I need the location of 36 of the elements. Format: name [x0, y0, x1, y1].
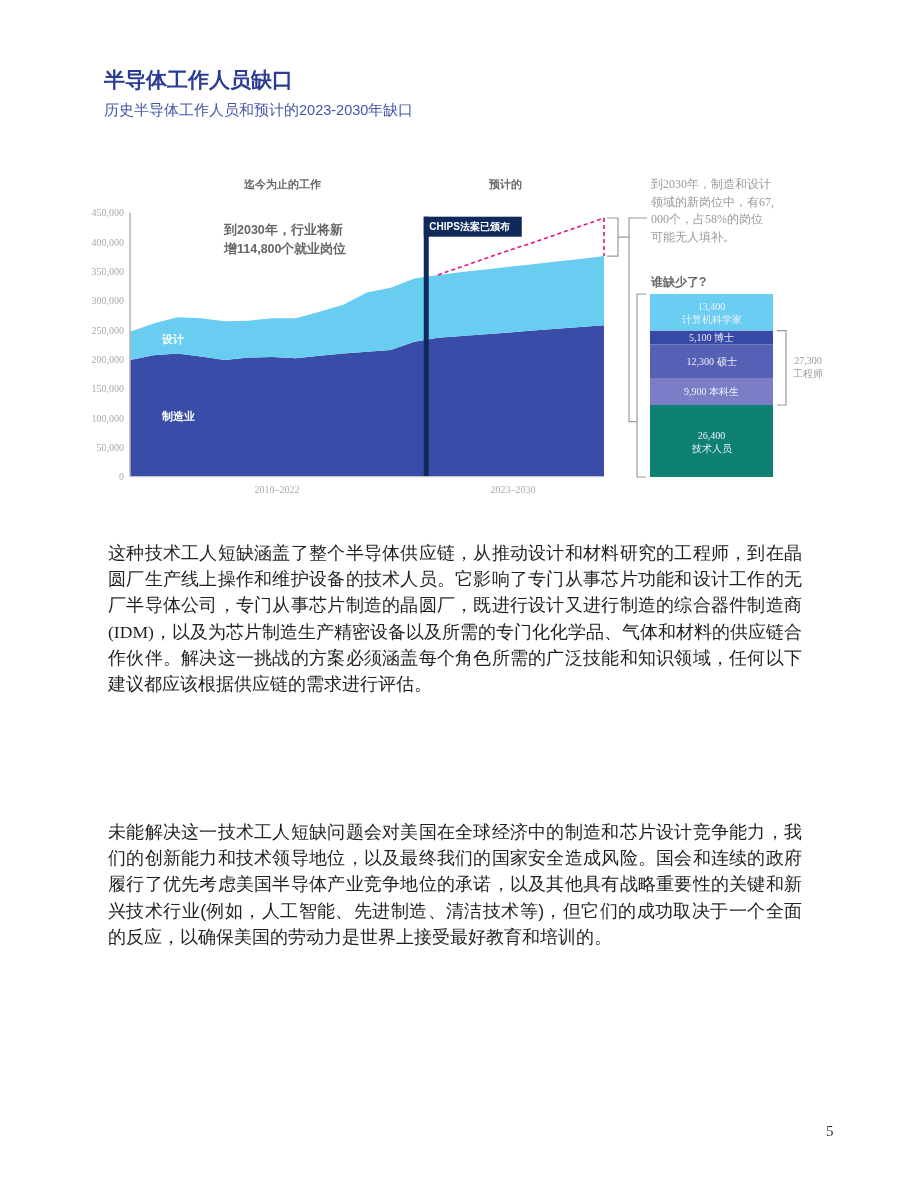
- text: 2023–2030: [489, 484, 537, 495]
- data-label: 26,400: [697, 429, 726, 441]
- bar: [650, 294, 773, 331]
- series-label: 制造业: [161, 409, 195, 422]
- chart-subtitle: 历史半导体工作人员和预计的2023-2030年缺口: [104, 101, 414, 120]
- data-label: 13,400: [697, 300, 726, 312]
- text: 预计的: [487, 177, 523, 192]
- text: 5: [826, 1123, 835, 1140]
- chart-title: 谁缺少了?: [651, 274, 707, 291]
- y-tick-label: 450,000: [91, 207, 124, 219]
- y-tick-label: 350,000: [91, 265, 124, 277]
- y-tick-label: 250,000: [91, 324, 124, 336]
- text: 2010–2022: [253, 484, 301, 495]
- y-tick-label: 300,000: [91, 295, 124, 307]
- text: 未能解决这一技术工人短缺问题会对美国在全球经济中的制造和芯片设计竞争能力，我们的创新能力和技术领导地位，以及最终我们的国家安全造成风险。国会和连续的政府履行了优先考虑美国半导体产业竞争地位的承诺，以及其他具有战略重要性的关键和新兴技术行业(例如，人工智能、先进制造、清洁技术等)，但它们的成功取决于一个全面的反应，以确保美国的劳动力是世界上接受最好教育和培训的。: [108, 821, 802, 949]
- annotation: 到2030年，行业将新增114,800个就业岗位: [224, 222, 347, 258]
- text: 12,300 硕士: [686, 355, 737, 367]
- series-label: 技术人员: [690, 442, 732, 454]
- y-tick-label: 50,000: [96, 441, 124, 453]
- series-label: 计算机科学家: [681, 313, 742, 325]
- series-label: 设计: [161, 333, 184, 346]
- text: 迄今为止的工作: [242, 177, 322, 192]
- y-tick-label: 400,000: [91, 236, 124, 248]
- bar: [650, 378, 773, 405]
- chart-title: 半导体工作人员缺口: [104, 67, 293, 93]
- y-tick-label: 150,000: [91, 383, 124, 395]
- annotation: CHIPS法案已颁布: [429, 221, 510, 233]
- text: 这种技术工人短缺涵盖了整个半导体供应链，从推动设计和材料研究的工程师，到在晶圆厂生产线上操作和维护设备的技术人员。它影响了专门从事芯片功能和设计工作的无厂半导体公司，专门从事芯片制造的晶圆厂，既进行设计又进行制造的综合器件制造商(IDM)，以及为芯片制造生产精密设备以及所需的专门化化学品、气体和材料的供应链合作伙伴。解决这一挑战的方案必须涵盖每个角色所需的广泛技能和知识领域，任何以下建议都应该根据供应链的需求进行评估。: [108, 542, 802, 696]
- text: 到2030年，制造和设计领域的新岗位中，有67,000个，占58%的岗位可能无人填补。: [651, 176, 775, 246]
- text: 27,300 工程师: [792, 353, 824, 380]
- bar: [650, 344, 773, 378]
- bar: [650, 405, 773, 477]
- y-tick-label: 100,000: [91, 412, 124, 424]
- text: 5,100 博士: [689, 332, 734, 343]
- y-tick-label: 200,000: [91, 353, 124, 365]
- text: 9,900 本科生: [684, 386, 739, 397]
